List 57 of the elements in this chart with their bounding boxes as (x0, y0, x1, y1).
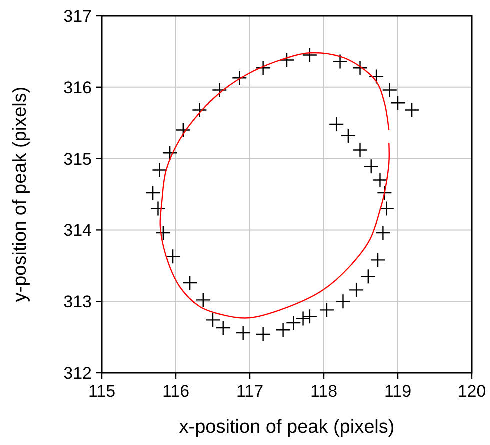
point (364, 159, 379, 174)
point (382, 82, 398, 98)
point (340, 128, 356, 144)
point (302, 48, 318, 63)
y-axis-title: y-position of peak (pixels) (10, 86, 31, 302)
point (332, 54, 348, 70)
point (236, 325, 251, 341)
point (377, 185, 392, 201)
x-tick-label: 116 (162, 382, 190, 401)
point (256, 60, 271, 76)
x-tick-label: 120 (458, 382, 486, 401)
point (156, 225, 172, 241)
point (276, 322, 291, 338)
point (279, 52, 295, 68)
point (348, 282, 364, 298)
point (376, 225, 391, 241)
y-tick-label: 314 (64, 221, 92, 240)
point (372, 172, 388, 188)
point (370, 252, 386, 268)
point (390, 96, 406, 111)
point (150, 201, 166, 216)
point (319, 302, 335, 318)
point (145, 185, 161, 201)
point (196, 292, 211, 308)
point (165, 249, 181, 264)
x-tick-label: 115 (88, 382, 116, 401)
point (368, 69, 384, 84)
point (152, 162, 168, 178)
point (328, 116, 344, 132)
point (379, 201, 394, 216)
y-tick-label: 312 (64, 364, 92, 383)
point (162, 145, 178, 161)
point (404, 102, 420, 118)
point (212, 82, 228, 98)
point (360, 269, 376, 284)
point (336, 294, 351, 310)
point (296, 311, 311, 326)
point (232, 70, 248, 86)
point (302, 308, 318, 324)
point (182, 275, 198, 291)
point (352, 142, 368, 158)
y-tick-label: 315 (64, 150, 92, 169)
y-tick-label: 316 (64, 78, 92, 98)
x-tick-label: 117 (236, 382, 264, 401)
line-series (160, 52, 390, 319)
point (286, 315, 302, 331)
point (176, 122, 191, 138)
x-tick-label: 119 (384, 382, 412, 401)
point (256, 326, 271, 342)
point (216, 320, 231, 336)
x-axis-title: x-position of peak (pixels) (179, 417, 395, 438)
x-tick-label: 118 (310, 382, 338, 401)
point (352, 60, 368, 76)
point (192, 102, 208, 118)
y-tick-label: 313 (64, 292, 92, 312)
y-tick-label: 317 (64, 7, 92, 26)
point (205, 312, 221, 328)
